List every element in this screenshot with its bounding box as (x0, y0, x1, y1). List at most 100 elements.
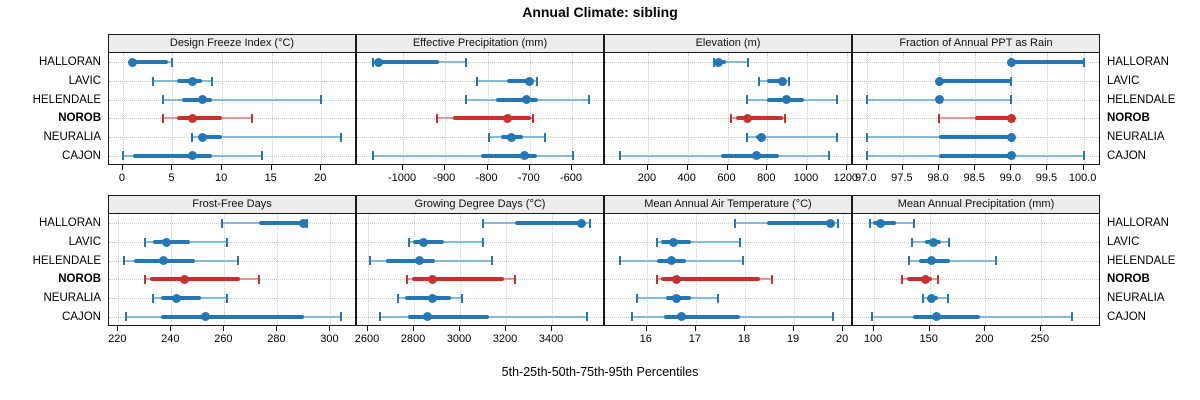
percentile-range-25-75 (1011, 60, 1084, 65)
axis-tick-label: 2800 (400, 333, 426, 345)
median-dot (927, 256, 937, 266)
gridline-vertical (727, 53, 729, 164)
axis-tick-label: 99.5 (1035, 172, 1058, 184)
whisker-cap-95th (587, 95, 590, 105)
median-dot (128, 57, 138, 67)
percentile-range-5-95 (747, 136, 837, 138)
axis-tick-label: 3000 (446, 333, 472, 345)
axis-tick (276, 326, 278, 331)
whisker-cap-95th (482, 237, 485, 247)
axis-tick-label: 400 (677, 172, 696, 184)
axis-tick (694, 326, 696, 331)
percentile-range-5-95 (939, 117, 1012, 120)
percentile-range-25-75 (412, 240, 444, 244)
axis-tick-label: 20 (314, 172, 327, 184)
median-dot (1006, 113, 1016, 123)
whisker-cap-95th (211, 76, 214, 86)
percentile-range-25-75 (386, 258, 435, 263)
whisker-cap-95th (340, 312, 343, 322)
axis-tick (842, 326, 844, 331)
whisker-cap-5th (372, 151, 375, 161)
whisker-cap-95th (716, 293, 719, 303)
percentile-range-25-75 (150, 277, 241, 282)
median-dot (418, 237, 428, 247)
site-label-right-norob: NOROB (1107, 112, 1150, 125)
site-label-right-halloran: HALLORAN (1107, 217, 1169, 230)
whisker-cap-5th (487, 132, 490, 142)
gridline-vertical (807, 53, 809, 164)
gridline-vertical (744, 214, 746, 325)
site-label-left-helendale: HELENDALE (32, 93, 101, 106)
site-label-right-cajon: CAJON (1107, 149, 1146, 162)
axis-tick (223, 326, 225, 331)
axis-tick-label: 260 (214, 333, 233, 345)
whisker-cap-95th (995, 256, 998, 266)
axis-tick (320, 165, 322, 170)
whisker-cap-5th (619, 151, 622, 161)
median-dot (506, 132, 516, 142)
percentile-range-25-75 (720, 153, 779, 158)
gridline-vertical (222, 53, 224, 164)
axis-tick (571, 165, 573, 170)
median-dot (920, 274, 930, 284)
whisker-cap-95th (536, 76, 539, 86)
axis-tick (1046, 165, 1048, 170)
whisker-cap-95th (770, 274, 773, 284)
axis-tick (766, 165, 768, 170)
percentile-range-25-75 (198, 135, 223, 139)
whisker-cap-5th (631, 312, 633, 322)
gridline-horizontal (853, 279, 1099, 281)
axis-tick-label: 5 (168, 172, 175, 184)
panel-strip-growing-degree-days-c: Growing Degree Days (°C) (356, 195, 604, 214)
axis-tick-label: 600 (717, 172, 736, 184)
axis-tick (413, 326, 415, 331)
whisker-cap-95th (236, 256, 239, 266)
gridline-horizontal (605, 81, 851, 82)
axis-tick (984, 326, 986, 331)
median-dot (427, 293, 437, 303)
site-label-right-cajon: CAJON (1107, 310, 1146, 323)
median-dot (927, 293, 937, 303)
axis-tick-label: 15 (264, 172, 277, 184)
axis-tick-label: 16 (639, 333, 652, 345)
median-dot (197, 132, 207, 142)
median-dot (876, 218, 886, 228)
axis-tick-label: 300 (320, 333, 339, 345)
whisker-cap-95th (788, 76, 791, 86)
axis-tick-label: 97.5 (891, 172, 913, 184)
panel-strip-design-freeze-index-c: Design Freeze Index (°C) (108, 34, 356, 53)
whisker-cap-5th (220, 218, 223, 228)
gridline-horizontal (853, 223, 1099, 225)
whisker-cap-95th (171, 57, 174, 67)
whisker-cap-95th (1010, 76, 1013, 86)
percentile-range-25-75 (663, 314, 741, 319)
axis-tick-label: 1200 (833, 172, 859, 184)
whisker-cap-95th (783, 113, 786, 123)
median-dot (415, 256, 425, 266)
whisker-cap-95th (837, 218, 840, 228)
gridline-horizontal (605, 298, 851, 299)
whisker-cap-5th (865, 95, 868, 105)
percentile-range-5-95 (656, 241, 741, 243)
gridline-horizontal (605, 223, 851, 225)
whisker-cap-5th (482, 218, 485, 228)
axis-tick (528, 165, 530, 170)
gridline-vertical (874, 214, 876, 325)
whisker-cap-95th (250, 113, 253, 123)
axis-tick (901, 165, 903, 170)
axis-tick-label: 800 (757, 172, 776, 184)
percentile-range-25-75 (182, 97, 213, 102)
gridline-vertical (866, 53, 868, 164)
axis-tick (873, 326, 875, 331)
axis-tick-label: 97.0 (855, 172, 877, 184)
whisker-cap-5th (870, 312, 873, 322)
panel-strip-mean-annual-air-temperature-c: Mean Annual Air Temperature (°C) (604, 195, 852, 214)
median-dot (187, 76, 197, 86)
whisker-cap-95th (340, 132, 343, 142)
site-label-right-halloran: HALLORAN (1107, 56, 1169, 69)
median-dot (374, 57, 384, 67)
percentile-range-25-75 (481, 153, 538, 158)
median-dot (201, 312, 211, 322)
panel-mean-annual-precipitation-mm (852, 214, 1100, 326)
x-axis-caption: 5th-25th-50th-75th-95th Percentiles (501, 365, 699, 379)
